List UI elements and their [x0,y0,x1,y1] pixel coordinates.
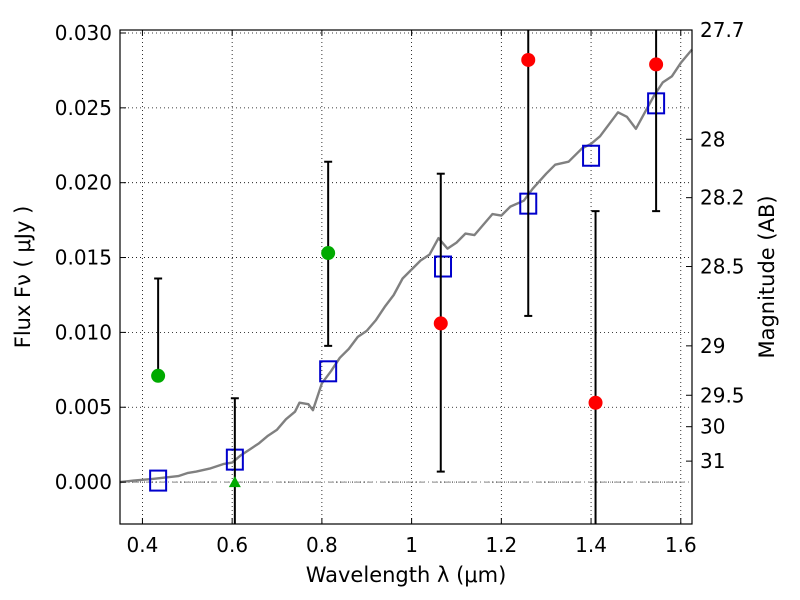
right-tick-label: 28.5 [700,255,745,279]
y-tick-label: 0.020 [55,171,112,195]
optical-detection-point [321,246,336,261]
nir-detection-point [649,57,664,72]
y-tick-label: 0.030 [55,21,112,45]
right-tick-label: 27.7 [700,18,745,42]
y-tick-label: 0.005 [55,395,112,419]
right-tick-label: 28.2 [700,186,745,210]
x-tick-label: 1.2 [485,533,517,557]
y-tick-label: 0.025 [55,96,112,120]
model-photometry-square [434,255,453,278]
right-tick-label: 28 [700,127,725,151]
x-tick-label: 1.6 [665,533,697,557]
model-photometry-square [582,144,601,167]
model-photometry-square [149,469,168,492]
right-tick-label: 29 [700,334,725,358]
right-tick-label: 30 [700,415,725,439]
x-axis-title: Wavelength λ (μm) [306,563,507,587]
nir-detection-point [521,52,536,67]
nir-detection-point [433,316,448,331]
model-photometry-square [319,360,338,383]
right-tick-label: 29.5 [700,383,745,407]
x-tick-label: 0.8 [306,533,338,557]
right-axis-title: Magnitude (AB) [755,195,779,358]
axis-ticks [120,29,692,524]
model-spectrum-line [119,48,693,484]
y-tick-label: 0.010 [55,320,112,344]
right-tick-label: 31 [700,449,725,473]
plot-frame [119,29,693,525]
y-tick-label: 0.015 [55,246,112,270]
y-axis-title: Flux Fν ( μJy ) [11,206,35,349]
tick-labels: 0.4 0.6 0.8 1 1.2 1.4 1.6 0.000 0.005 0.010 0.015 0… [55,18,745,557]
x-tick-label: 0.4 [127,533,159,557]
y-tick-label: 0.000 [55,470,112,494]
x-tick-label: 0.6 [216,533,248,557]
x-tick-label: 1.4 [575,533,607,557]
x-tick-label: 1 [405,533,418,557]
nir-detection-point [588,395,603,410]
series-layer [119,30,693,524]
optical-detection-point [151,368,166,383]
optical-nondetection-triangle [228,476,241,488]
